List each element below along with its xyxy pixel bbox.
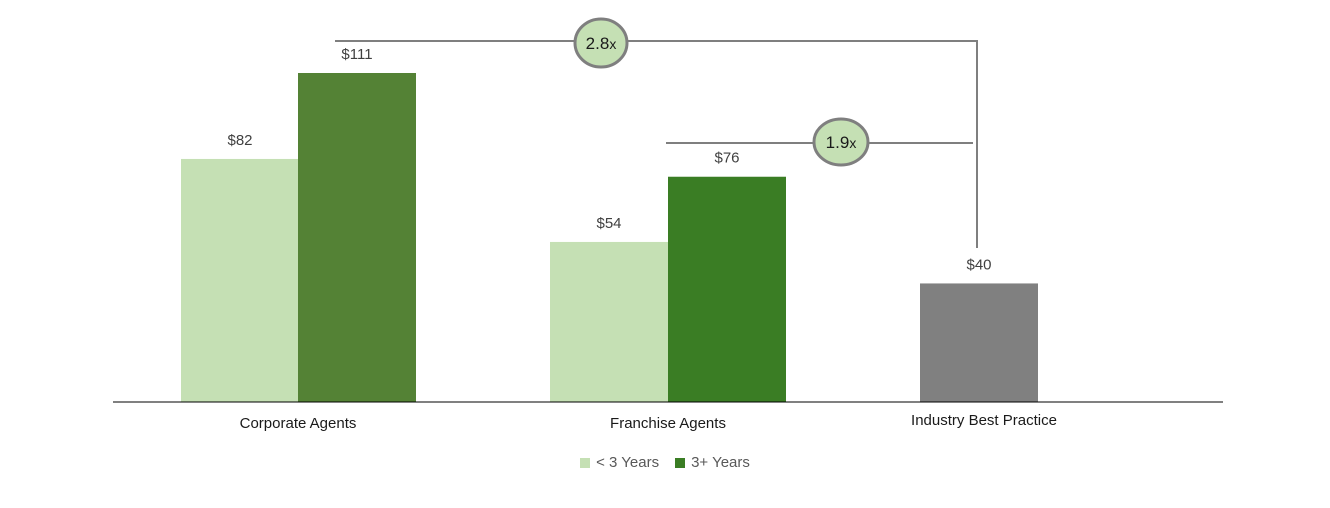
legend-item-lt3: < 3 Years bbox=[580, 454, 659, 471]
legend: < 3 Years 3+ Years bbox=[0, 454, 1330, 471]
value-label-corporate-lt3: $82 bbox=[227, 132, 252, 149]
legend-label-lt3: < 3 Years bbox=[596, 454, 660, 471]
legend-swatch-lt3 bbox=[580, 457, 591, 468]
legend-label-3plus: 3+ Years bbox=[691, 454, 750, 471]
category-label-1: Franchise Agents bbox=[610, 415, 726, 432]
ratio-bubble-1 bbox=[812, 117, 870, 167]
value-label-industry: $40 bbox=[966, 256, 991, 273]
ratio-label-1: 1.9x bbox=[826, 133, 857, 152]
category-label-0: Corporate Agents bbox=[240, 415, 357, 432]
bar-franchise-lt3 bbox=[550, 241, 668, 402]
ratio-bubble-0 bbox=[573, 17, 629, 69]
legend-item-3plus: 3+ Years bbox=[675, 454, 750, 471]
legend-swatch-3plus bbox=[675, 457, 686, 468]
value-label-franchise-3plus: $76 bbox=[714, 150, 739, 167]
bar-franchise-3plus bbox=[668, 176, 786, 402]
bar-corporate-3plus bbox=[298, 73, 416, 402]
ratio-label-0: 2.8x bbox=[586, 34, 617, 53]
value-label-franchise-lt3: $54 bbox=[596, 215, 621, 232]
bar-industry bbox=[920, 283, 1038, 402]
category-label-2: Industry Best Practice bbox=[911, 412, 1057, 429]
ratio-callouts-group: 2.8x 1.9x bbox=[335, 17, 978, 248]
bar-corporate-lt3 bbox=[181, 158, 299, 402]
value-label-corporate-3plus: $111 bbox=[341, 46, 372, 63]
category-labels-group: Corporate Agents Franchise Agents Industry… bbox=[240, 412, 1057, 432]
bars-group bbox=[181, 73, 1038, 402]
ratio-connector-corporate bbox=[335, 40, 978, 248]
value-labels-group: $82 $111 $54 $76 $40 bbox=[227, 46, 991, 273]
